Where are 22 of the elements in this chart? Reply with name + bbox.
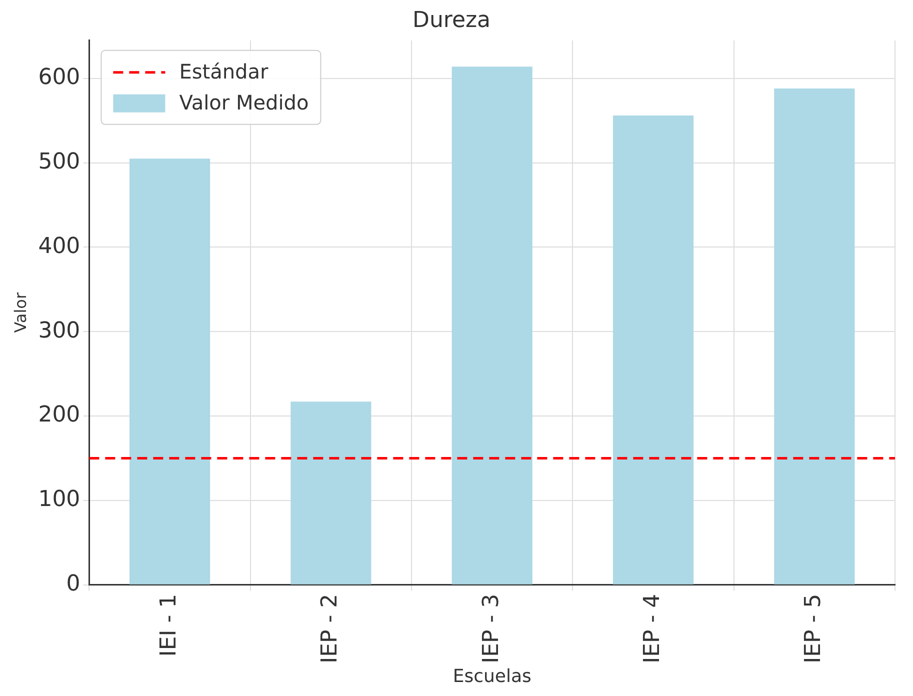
y-axis-title: Valor bbox=[10, 292, 30, 333]
legend-label: Valor Medido bbox=[179, 90, 309, 115]
x-axis-title: Escuelas bbox=[452, 666, 532, 687]
x-tick-label: IEP - 2 bbox=[318, 594, 343, 664]
y-tick-label: 100 bbox=[38, 487, 80, 512]
x-tick-label: IEP - 5 bbox=[801, 594, 826, 664]
y-tick-label: 400 bbox=[38, 234, 80, 259]
bar bbox=[774, 88, 855, 584]
bar bbox=[290, 402, 372, 584]
bar bbox=[612, 116, 694, 584]
y-tick-label: 500 bbox=[38, 150, 80, 175]
y-tick-label: 200 bbox=[38, 402, 80, 428]
x-tick-label: IEP - 3 bbox=[478, 594, 504, 664]
bar bbox=[129, 158, 210, 584]
legend-label: Estándar bbox=[179, 60, 269, 84]
x-tick-label: IEI - 1 bbox=[156, 594, 182, 657]
y-tick-label: 0 bbox=[66, 572, 80, 597]
chart-title: Dureza bbox=[412, 8, 491, 33]
y-tick-label: 300 bbox=[38, 318, 80, 344]
x-tick-label: IEP - 4 bbox=[640, 594, 665, 664]
y-tick-label: 600 bbox=[38, 65, 80, 90]
bar bbox=[452, 66, 532, 584]
